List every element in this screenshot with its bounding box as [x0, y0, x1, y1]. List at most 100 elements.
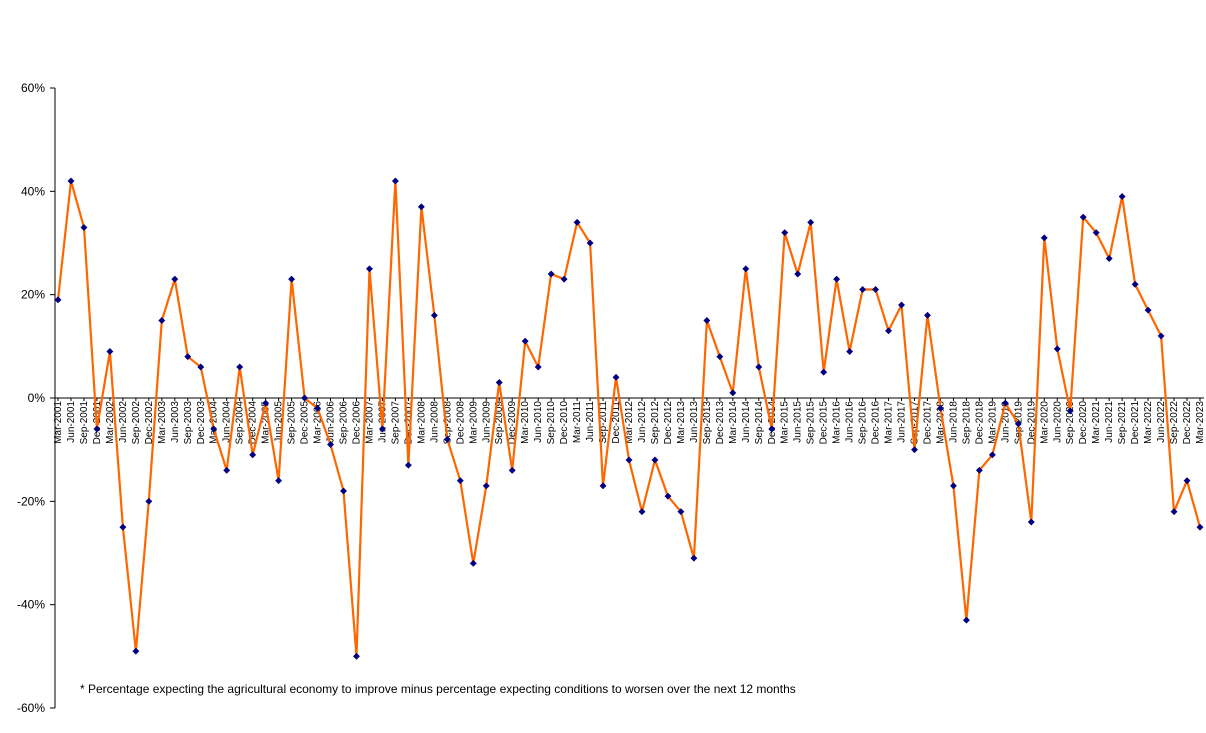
data-point: [106, 347, 114, 356]
data-point: [210, 425, 218, 433]
data-point: [1144, 306, 1152, 314]
x-tick-label: Sep-2022: [1169, 401, 1180, 445]
data-point: [313, 404, 322, 412]
x-tick-label: Mar-2002: [105, 401, 116, 444]
data-point: [1196, 523, 1204, 531]
x-tick-label: Sep-2006: [339, 401, 350, 445]
footnote: * Percentage expecting the agricultural …: [80, 682, 796, 696]
x-tick-label: Sep-2005: [287, 401, 298, 445]
data-point: [197, 363, 205, 371]
data-point: [249, 451, 257, 459]
data-point: [677, 508, 685, 516]
data-point: [1183, 477, 1191, 485]
x-tick-label: Dec-2015: [819, 401, 830, 445]
data-point: [508, 466, 516, 474]
x-tick-label: Jun-2014: [741, 401, 752, 443]
data-point: [962, 616, 970, 624]
x-tick-label: Jun-2006: [326, 401, 337, 443]
x-tick-label: Dec-2016: [871, 401, 882, 445]
data-point: [132, 647, 140, 655]
data-point: [352, 652, 361, 660]
x-tick-label: Mar-2020: [1039, 401, 1050, 444]
data-point: [910, 446, 919, 454]
x-tick-label: Mar-2015: [780, 401, 791, 444]
x-tick-label: Sep-2003: [183, 401, 194, 445]
y-tick-label: 20%: [21, 288, 45, 302]
data-point: [586, 239, 594, 247]
x-tick-label: Dec-2021: [1130, 401, 1141, 445]
x-tick-label: Sep-2016: [858, 401, 869, 445]
x-tick-label: Mar-2023: [1195, 401, 1206, 444]
data-point: [729, 389, 737, 397]
data-point: [391, 177, 399, 185]
data-point: [1053, 345, 1061, 353]
x-tick-label: Dec-2002: [144, 401, 155, 445]
x-tick-label: Jun-2017: [897, 401, 908, 443]
x-tick-label: Mar-2019: [987, 401, 998, 444]
x-tick-label: Sep-2017: [910, 401, 921, 445]
data-point: [664, 492, 672, 500]
x-tick-label: Mar-2005: [261, 401, 272, 444]
x-tick-label: Sep-2009: [494, 401, 505, 445]
x-tick-label: Jun-2004: [222, 401, 233, 443]
data-point: [599, 482, 607, 490]
x-tick-label: Jun-2009: [481, 401, 492, 443]
x-tick-label: Jun-2013: [689, 401, 700, 443]
x-tick-label: Dec-2010: [559, 401, 570, 445]
data-point: [236, 363, 244, 371]
data-point: [184, 353, 192, 361]
data-point: [301, 394, 309, 402]
x-tick-label: Mar-2010: [520, 401, 531, 444]
x-tick-label: Jun-2020: [1052, 401, 1063, 443]
data-point: [495, 378, 503, 387]
data-point: [690, 554, 698, 562]
y-tick-label: 40%: [21, 184, 45, 198]
data-point: [872, 285, 880, 294]
data-point: [833, 275, 841, 283]
data-point: [755, 363, 763, 371]
data-point: [651, 456, 659, 464]
data-point: [742, 265, 750, 273]
data-point: [275, 477, 283, 485]
data-point: [1014, 420, 1022, 428]
x-tick-label: Sep-2007: [390, 401, 401, 445]
x-tick-label: Dec-2017: [922, 401, 933, 445]
data-point: [1131, 280, 1139, 288]
x-tick-label: Sep-2015: [806, 401, 817, 445]
data-point: [897, 301, 906, 309]
x-tick-label: Dec-2019: [1026, 401, 1037, 445]
x-tick-label: Jun-2018: [948, 401, 959, 443]
data-point: [430, 311, 438, 319]
x-tick-label: Dec-2006: [351, 401, 362, 445]
x-tick-label: Dec-2020: [1078, 401, 1089, 445]
data-point: [1066, 407, 1074, 415]
data-point: [846, 347, 854, 356]
x-tick-label: Jun-2011: [585, 401, 596, 442]
data-point: [703, 316, 711, 325]
x-tick-label: Dec-2007: [403, 401, 414, 445]
data-point: [1157, 332, 1165, 340]
x-tick-label: Sep-2002: [131, 401, 142, 445]
data-point: [262, 399, 270, 407]
data-point: [288, 275, 296, 283]
data-point: [534, 363, 542, 371]
data-point: [80, 223, 88, 232]
data-point: [1105, 254, 1113, 263]
x-tick-label: Mar-2004: [209, 401, 220, 444]
y-axis: 60% 40% 20% 0% -20% -40% -60%: [17, 81, 56, 715]
x-tick-label: Sep-2018: [961, 401, 972, 445]
x-tick-label: Sep-2014: [754, 401, 765, 445]
data-point: [1092, 229, 1100, 237]
data-point: [521, 337, 529, 345]
data-point: [923, 311, 932, 319]
data-point: [1040, 234, 1048, 242]
x-tick-label: Jun-2012: [637, 401, 648, 443]
data-point: [1001, 399, 1009, 407]
data-point: [781, 229, 789, 237]
data-point: [1079, 213, 1087, 221]
x-tick-label: Dec-2011: [611, 401, 622, 444]
x-tick-label: Mar-2007: [364, 401, 375, 444]
data-point: [547, 270, 555, 278]
x-tick-label: Mar-2021: [1091, 401, 1102, 444]
